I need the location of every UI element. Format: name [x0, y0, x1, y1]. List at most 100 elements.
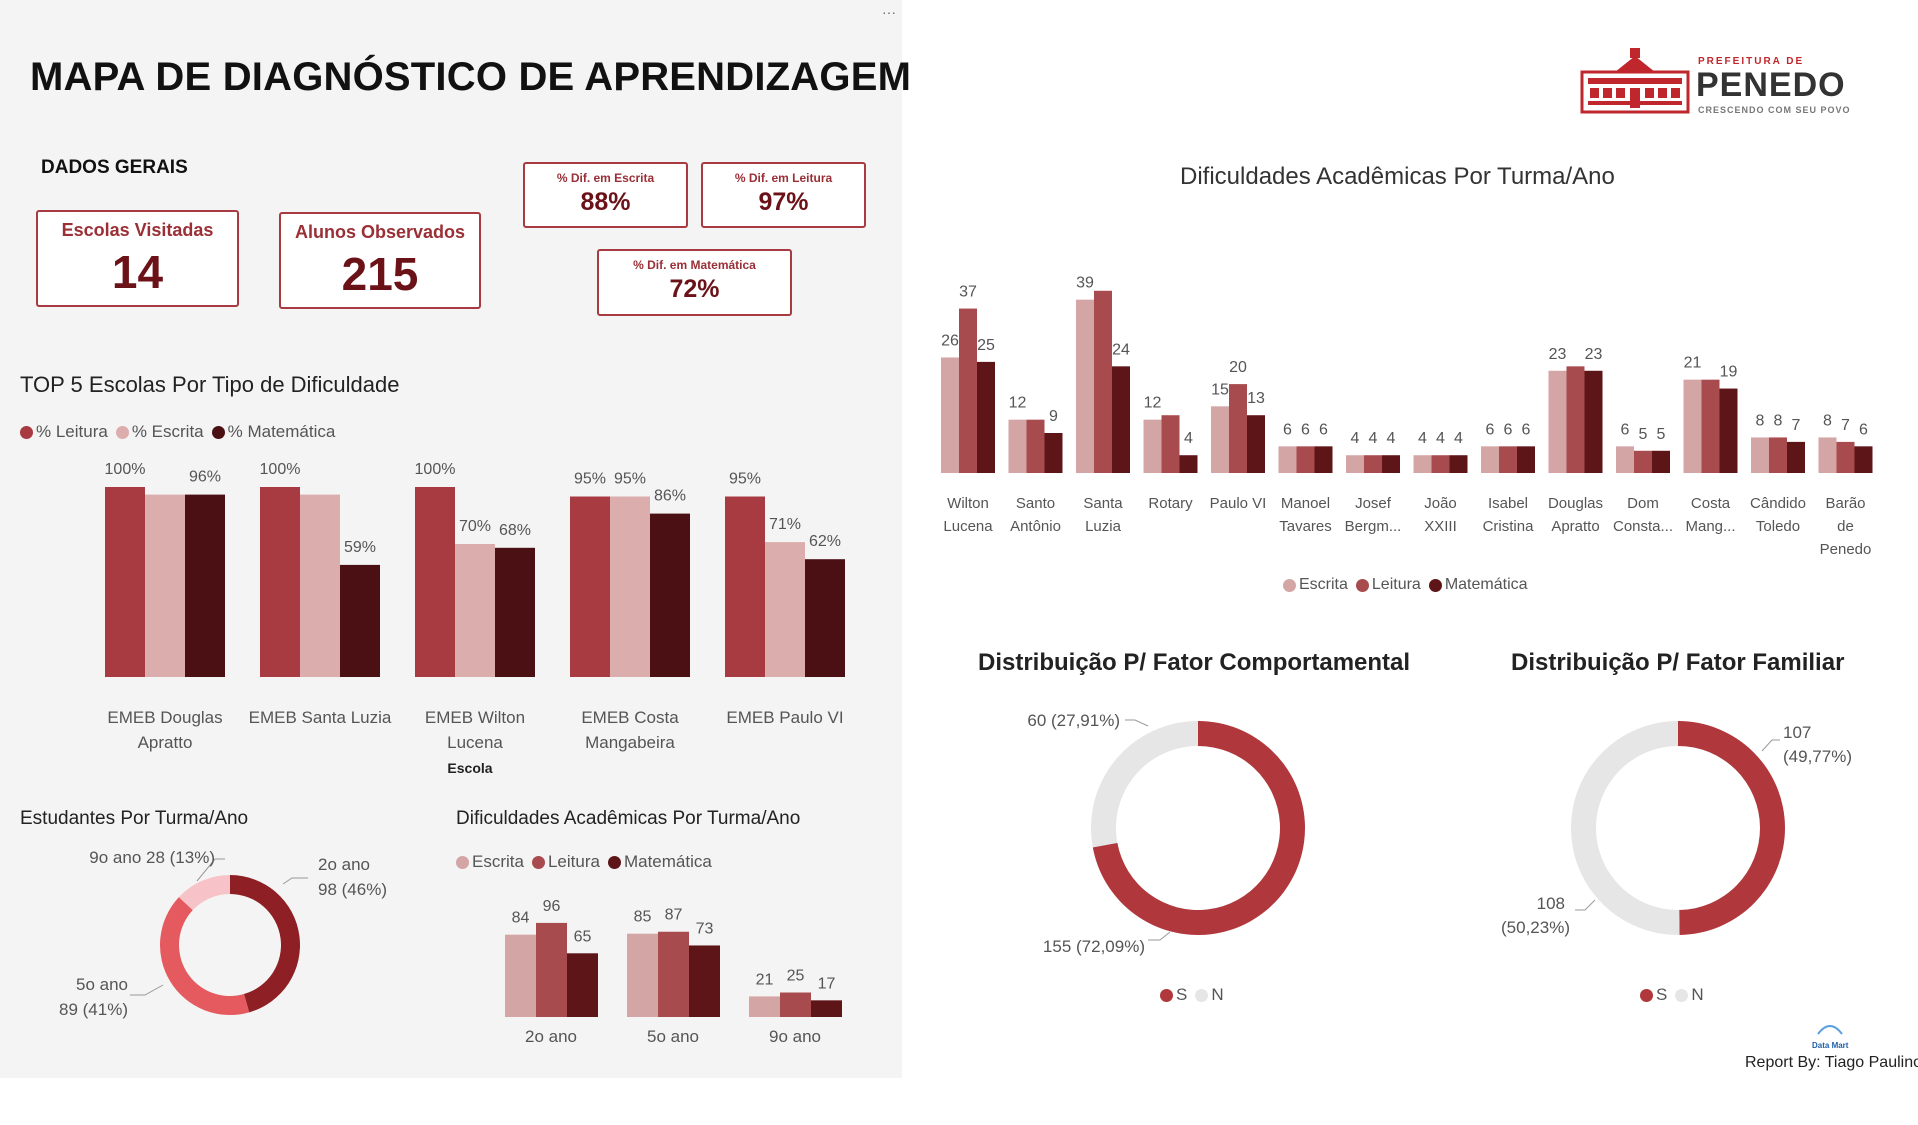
x-tick-label: Bergm... [1345, 518, 1402, 535]
bar-leitura [260, 487, 300, 677]
x-tick-label: EMEB Douglas [107, 708, 222, 727]
x-tick-label: EMEB Wilton [425, 708, 525, 727]
bar-escrita [1278, 446, 1297, 473]
bar-matemática [1044, 433, 1063, 473]
comportamental-legend: S N [1160, 985, 1232, 1005]
slice-label: 98 (46%) [318, 880, 387, 899]
kpi-dif-leitura: % Dif. em Leitura 97% [701, 162, 866, 228]
legend-item-s[interactable]: S [1160, 985, 1187, 1005]
bar-leitura [1566, 366, 1585, 473]
x-axis-label: Escola [447, 760, 492, 775]
bar-escrita [1818, 437, 1837, 473]
bar-escrita [1211, 406, 1229, 473]
data-label: 9 [1049, 408, 1058, 425]
legend-item-s[interactable]: S [1640, 985, 1667, 1005]
data-label: 96 [543, 898, 561, 915]
x-tick-label: Lucena [943, 518, 993, 535]
kpi-escolas-visitadas: Escolas Visitadas 14 [36, 210, 239, 307]
bar-leitura [105, 487, 145, 677]
legend-label: Escrita [1299, 576, 1348, 593]
slice-label: 5o ano [76, 975, 128, 994]
bar-escrita [145, 494, 185, 677]
data-label: 85 [634, 909, 652, 926]
bar-matemática [1652, 450, 1670, 473]
x-tick-label: de [1837, 518, 1854, 535]
bar-leitura [1701, 379, 1720, 473]
x-tick-label: Lucena [447, 733, 503, 752]
data-label: 8 [1756, 412, 1765, 429]
x-tick-label: EMEB Costa [581, 708, 679, 727]
kpi-label: Escolas Visitadas [61, 220, 214, 240]
bar-leitura [959, 308, 977, 473]
bar-matemática [1382, 455, 1400, 473]
legend-item-leitura[interactable]: % Leitura [20, 422, 108, 442]
data-label: 5 [1639, 426, 1648, 443]
x-tick-label: Luzia [1085, 518, 1122, 535]
data-label: 21 [1684, 355, 1702, 372]
data-label: 4 [1436, 430, 1445, 447]
bar-escrita [1143, 419, 1162, 473]
bar-leitura [1634, 450, 1652, 473]
x-tick-label: Wilton [947, 495, 989, 512]
slice-label: (49,77%) [1783, 747, 1852, 766]
data-label: 4 [1369, 430, 1378, 447]
slice-label: (50,23%) [1501, 918, 1570, 937]
legend-item-n[interactable]: N [1195, 985, 1224, 1005]
x-tick-label: Antônio [1010, 518, 1061, 535]
x-tick-label: Mangabeira [585, 733, 675, 752]
legend-item-n[interactable]: N [1675, 985, 1704, 1005]
bar-matemática [1787, 441, 1805, 473]
legend-item-matematica[interactable]: Matemática [1428, 576, 1528, 594]
slice-label: 108 [1537, 894, 1565, 913]
kpi-value: 72% [669, 275, 720, 303]
legend-item-leitura[interactable]: Leitura [1355, 576, 1421, 594]
data-label: 8 [1774, 412, 1783, 429]
data-label: 4 [1351, 430, 1360, 447]
bar-matemática [1247, 415, 1265, 473]
kpi-label: % Dif. em Leitura [734, 171, 833, 185]
data-mart-icon [1817, 1025, 1844, 1035]
kpi-label: Alunos Observados [294, 222, 466, 242]
legend-item-escrita[interactable]: % Escrita [115, 422, 204, 442]
x-tick-label: Cristina [1483, 518, 1535, 535]
bar-escrita [941, 357, 959, 473]
legend-item-matematica[interactable]: Matemática [607, 852, 712, 872]
x-tick-label: Cândido [1750, 495, 1806, 512]
top5-legend: % Leitura % Escrita % Matemática [20, 422, 343, 442]
slice-label: 155 (72,09%) [1043, 937, 1145, 956]
data-label: 37 [959, 284, 977, 301]
leader-line [196, 858, 225, 882]
legend-item-leitura[interactable]: Leitura [531, 852, 600, 872]
data-label: 95% [574, 471, 606, 488]
bar-matemática [689, 945, 720, 1017]
data-label: 7 [1841, 417, 1850, 434]
donut-slice-2oano [230, 875, 300, 1013]
data-label: 70% [459, 518, 491, 535]
bar-matemtica [495, 547, 535, 677]
x-tick-label: Isabel [1488, 495, 1528, 512]
data-label: 59% [344, 539, 376, 556]
data-label: 4 [1184, 430, 1193, 447]
leader-line [1148, 931, 1171, 941]
bar-escrita [1413, 455, 1432, 473]
more-options-icon[interactable]: ··· [882, 4, 896, 20]
bar-leitura [1161, 415, 1180, 473]
legend-item-matematica[interactable]: % Matemática [211, 422, 335, 442]
data-label: 12 [1009, 395, 1027, 412]
leader-line [282, 877, 308, 885]
bar-leitura [1026, 419, 1045, 473]
bar-matemática [1719, 388, 1738, 473]
legend-item-escrita[interactable]: Escrita [1283, 576, 1348, 594]
legend-label: Leitura [547, 852, 600, 871]
data-label: 100% [105, 461, 146, 478]
legend-label: N [1691, 985, 1704, 1004]
slice-label: 60 (27,91%) [1027, 711, 1120, 730]
legend-item-escrita[interactable]: Escrita [456, 852, 524, 872]
legend-label: S [1176, 985, 1188, 1004]
dif-ano-title: Dificuldades Acadêmicas Por Turma/Ano [456, 808, 801, 829]
bar-leitura [1094, 290, 1112, 473]
x-tick-label: 5o ano [647, 1027, 699, 1046]
leader-line [130, 984, 164, 996]
bar-leitura [1364, 455, 1382, 473]
report-by-text: Report By: Tiago Paulino [1745, 1054, 1918, 1071]
